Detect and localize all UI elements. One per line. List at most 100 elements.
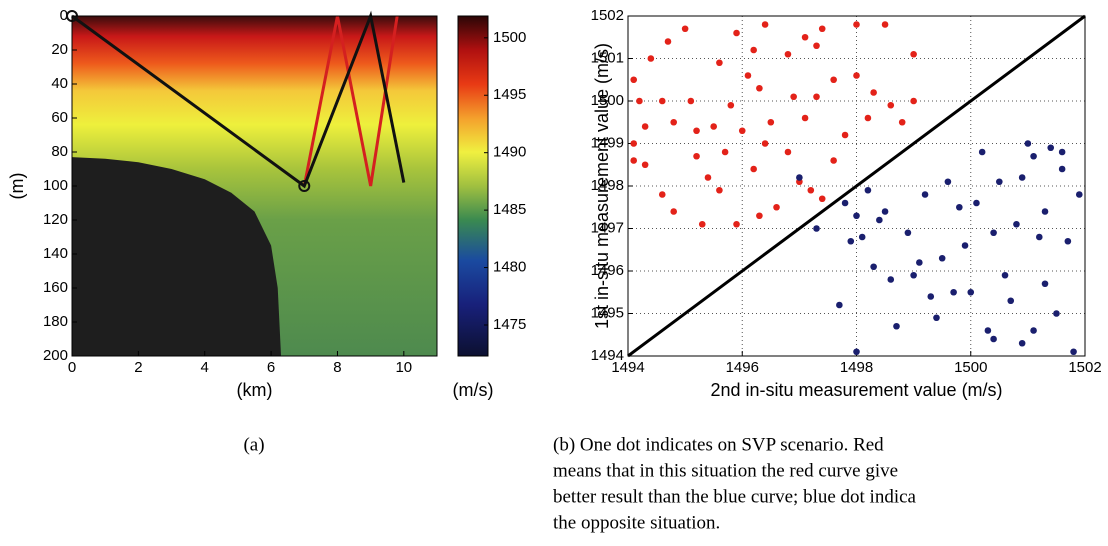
x-tick-label: 1498	[840, 359, 873, 376]
y-tick-label: 140	[43, 245, 68, 262]
dot	[630, 157, 638, 164]
dot	[818, 25, 826, 33]
dot	[961, 242, 969, 249]
dot	[881, 21, 889, 28]
dot	[836, 301, 843, 309]
caption-b: better result than the blue curve; blue …	[553, 486, 917, 507]
dot	[1001, 271, 1009, 279]
dot	[887, 276, 895, 283]
dot	[636, 97, 643, 105]
dot	[904, 229, 912, 237]
caption-a: (a)	[243, 434, 264, 455]
dot	[1041, 208, 1049, 215]
marker	[298, 180, 311, 192]
dot	[853, 348, 860, 356]
dot	[756, 212, 763, 220]
dot	[761, 21, 769, 28]
dot	[898, 118, 906, 126]
y-tick-label: 1494	[591, 347, 624, 364]
x-tick-label: 10	[395, 359, 412, 376]
dot	[727, 101, 735, 109]
dot	[881, 208, 889, 215]
caption-b: (b) One dot indicates on SVP scenario. R…	[553, 434, 884, 455]
x-axis-label: 2nd in-situ measurement value (m/s)	[710, 380, 1002, 400]
dot	[1075, 191, 1083, 198]
dot	[807, 186, 815, 194]
dot	[818, 195, 826, 203]
dot	[710, 123, 717, 130]
dot	[858, 233, 866, 241]
y-tick-label: 60	[51, 109, 68, 126]
dot	[864, 114, 872, 122]
dot	[876, 216, 883, 224]
dot	[841, 199, 849, 207]
dot	[796, 174, 803, 181]
dot	[670, 118, 677, 126]
colorbar-tick-label: 1485	[493, 201, 526, 218]
x-tick-label: 0	[68, 359, 76, 376]
dot	[1064, 237, 1072, 245]
dot	[687, 97, 695, 105]
caption-b: means that in this situation the red cur…	[553, 460, 898, 481]
dot	[641, 123, 649, 130]
colorbar-label: (m/s)	[453, 380, 494, 400]
dot	[990, 335, 997, 343]
dot	[641, 161, 649, 169]
y-tick-label: 20	[51, 41, 68, 58]
x-axis-label: (km)	[237, 380, 273, 400]
dot	[944, 178, 952, 186]
y-tick-label: 1500	[591, 92, 624, 109]
dot	[784, 50, 792, 58]
dot	[841, 131, 849, 139]
seabed	[72, 157, 282, 356]
dot	[927, 293, 935, 300]
dot	[813, 93, 820, 101]
dot	[716, 186, 723, 194]
y-tick-label: 1496	[591, 262, 624, 279]
dot	[870, 89, 877, 96]
dot	[1070, 348, 1077, 356]
dot	[887, 101, 895, 109]
dot	[830, 157, 837, 164]
dot	[1041, 280, 1049, 288]
y-tick-label: 1497	[591, 219, 624, 236]
dot	[853, 21, 860, 28]
dot	[910, 50, 917, 58]
dot	[801, 114, 809, 122]
y-tick-label: 1495	[591, 304, 624, 321]
dot	[996, 178, 1003, 186]
dot	[767, 118, 775, 126]
y-axis-label: (m)	[7, 173, 27, 200]
dot	[853, 212, 860, 220]
dot	[704, 174, 712, 181]
caption-b: the opposite situation.	[553, 512, 720, 533]
x-tick-label: 1496	[726, 359, 759, 376]
y-tick-label: 0	[60, 7, 68, 24]
dot	[1030, 152, 1037, 160]
dot	[750, 165, 757, 173]
x-tick-label: 1502	[1068, 359, 1101, 376]
dot	[910, 271, 917, 279]
y-tick-label: 1502	[591, 7, 624, 24]
colorbar	[457, 15, 489, 357]
dot	[921, 191, 929, 198]
dot	[1058, 148, 1066, 156]
dot	[733, 29, 740, 37]
dot	[670, 208, 677, 215]
dot	[956, 203, 963, 211]
y-tick-label: 1499	[591, 134, 624, 151]
dot	[716, 59, 723, 67]
dot	[978, 148, 986, 156]
dot	[984, 327, 992, 334]
y-tick-label: 1498	[591, 177, 624, 194]
dot	[1036, 233, 1043, 241]
x-tick-label: 2	[134, 359, 142, 376]
y-tick-label: 100	[43, 177, 68, 194]
dot	[1030, 327, 1037, 334]
dot	[950, 288, 957, 296]
dot	[658, 191, 666, 198]
dot	[1018, 174, 1026, 181]
y-tick-label: 180	[43, 313, 68, 330]
dot	[916, 259, 923, 266]
colorbar-tick-label: 1500	[493, 29, 526, 46]
